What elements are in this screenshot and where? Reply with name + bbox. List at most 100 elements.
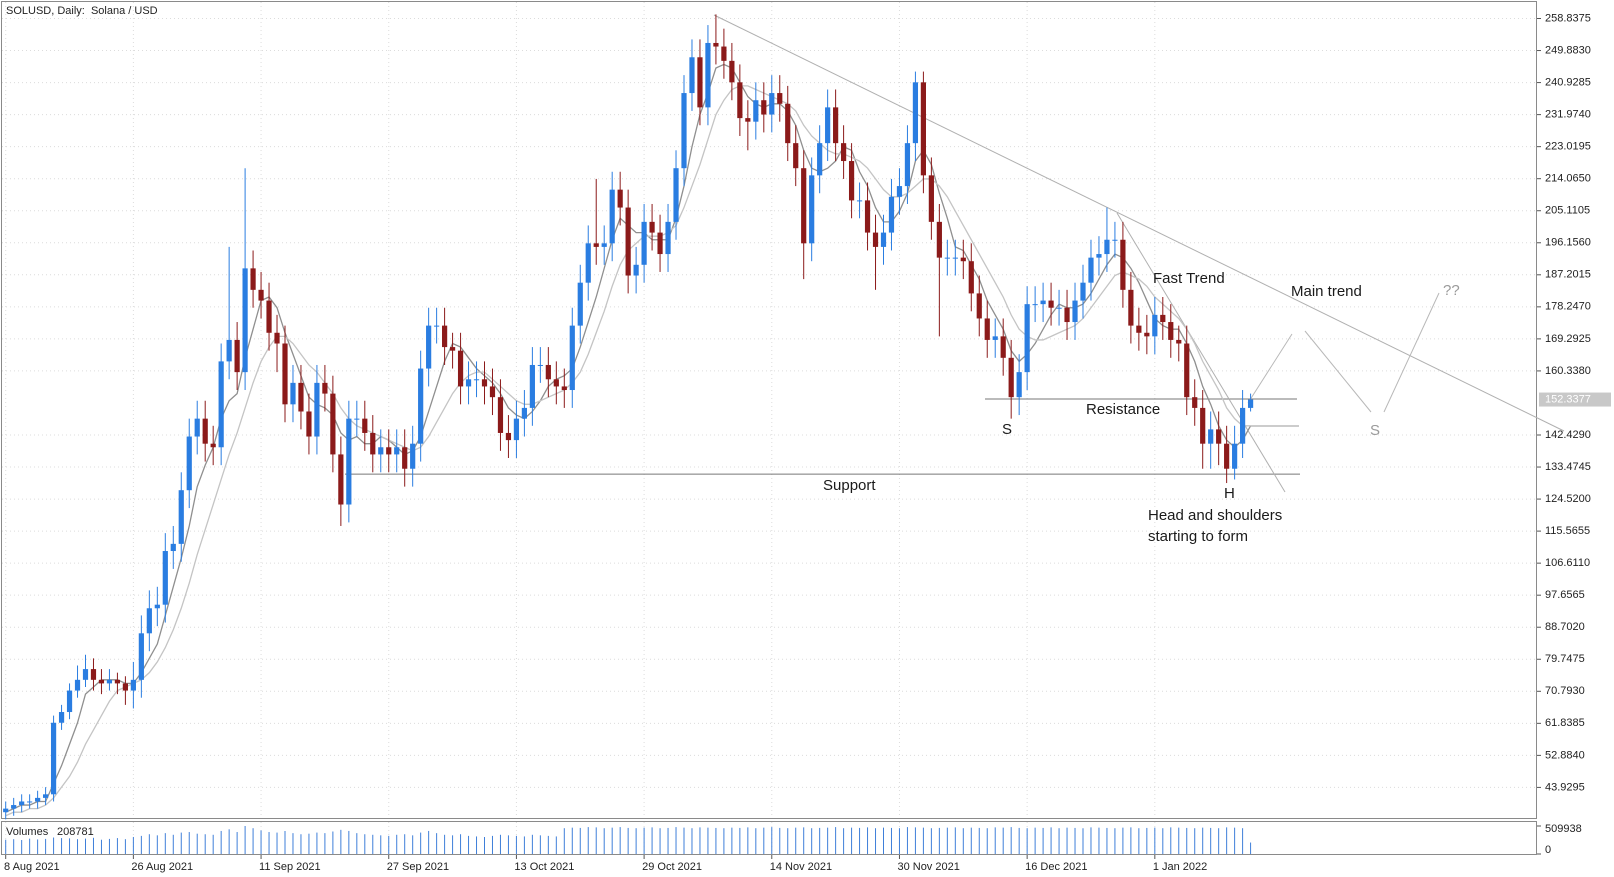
candle-body bbox=[801, 168, 807, 244]
price-label-box bbox=[1539, 392, 1611, 407]
candle-body bbox=[322, 382, 328, 394]
y-tick-label: 43.9295 bbox=[1545, 781, 1585, 793]
candle-body bbox=[673, 168, 679, 222]
candle-body bbox=[473, 379, 480, 381]
candle-body bbox=[106, 679, 113, 684]
trend-line bbox=[1304, 330, 1372, 413]
candle-body bbox=[154, 604, 160, 609]
candle-body bbox=[912, 82, 919, 144]
volume-current: 208781 bbox=[57, 826, 94, 838]
candle-body bbox=[1104, 239, 1110, 255]
x-tick-label: 26 Aug 2021 bbox=[131, 861, 193, 873]
candle-body bbox=[1224, 443, 1230, 469]
candle-body bbox=[19, 801, 25, 806]
candle-body bbox=[721, 46, 727, 61]
candle-body bbox=[609, 189, 615, 244]
candle-body bbox=[793, 143, 799, 169]
annotation: S bbox=[1002, 421, 1012, 438]
candle-body bbox=[338, 454, 344, 505]
candle-body bbox=[1160, 314, 1166, 323]
candle-body bbox=[90, 669, 97, 680]
candle-body bbox=[1168, 322, 1174, 340]
y-tick-label: 240.9285 bbox=[1545, 76, 1591, 88]
candle-body bbox=[378, 447, 384, 455]
candle-body bbox=[785, 103, 791, 144]
annotation: Resistance bbox=[1086, 401, 1160, 418]
candle-body bbox=[1080, 282, 1086, 301]
candle-body bbox=[753, 100, 759, 122]
y-tick-label: 258.8375 bbox=[1545, 12, 1591, 24]
candle-body bbox=[1064, 307, 1070, 323]
candle-body bbox=[1008, 357, 1014, 398]
candle-body bbox=[1240, 407, 1246, 444]
candle-body bbox=[665, 221, 671, 255]
candle-body bbox=[537, 364, 543, 366]
volume-tick-label: 0 bbox=[1545, 844, 1551, 856]
candle-body bbox=[1192, 397, 1198, 408]
candle-body bbox=[82, 669, 89, 680]
candle-body bbox=[1136, 325, 1142, 333]
candle-body bbox=[489, 386, 496, 398]
candle-body bbox=[210, 443, 216, 448]
candle-body bbox=[35, 797, 41, 802]
chart-title: SOLUSD, Daily: Solana / USD bbox=[6, 5, 158, 17]
candle-body bbox=[1056, 307, 1062, 309]
x-tick-label: 16 Dec 2021 bbox=[1025, 861, 1087, 873]
candle-body bbox=[362, 418, 368, 433]
candle-body bbox=[585, 243, 591, 283]
y-tick-label: 97.6565 bbox=[1545, 589, 1585, 601]
y-tick-label: 133.4745 bbox=[1545, 461, 1591, 473]
candle-body bbox=[242, 268, 248, 373]
candle-body bbox=[226, 339, 232, 362]
candle-body bbox=[825, 107, 831, 144]
candle-body bbox=[617, 189, 623, 208]
candle-body bbox=[960, 257, 966, 262]
x-tick-label: 29 Oct 2021 bbox=[642, 861, 702, 873]
x-tick-label: 8 Aug 2021 bbox=[4, 861, 60, 873]
candle-body bbox=[529, 364, 535, 408]
candle-body bbox=[1032, 304, 1038, 306]
candle-body bbox=[1072, 300, 1078, 323]
candle-body bbox=[186, 436, 192, 491]
candle-body bbox=[920, 82, 926, 176]
candle-body bbox=[737, 82, 743, 119]
y-tick-label: 249.8830 bbox=[1545, 44, 1591, 56]
annotation: ?? bbox=[1443, 282, 1460, 299]
y-tick-label: 214.0650 bbox=[1545, 173, 1591, 185]
candle-body bbox=[1128, 289, 1134, 326]
candle-body bbox=[3, 808, 9, 813]
candle-body bbox=[138, 633, 144, 680]
candle-body bbox=[1112, 239, 1118, 241]
candle-body bbox=[880, 232, 887, 247]
candle-body bbox=[697, 57, 703, 108]
candle-body bbox=[162, 551, 168, 605]
annotation: S bbox=[1370, 422, 1380, 439]
candle-body bbox=[394, 447, 400, 455]
candle-body bbox=[1096, 254, 1102, 258]
candle-body bbox=[904, 143, 911, 187]
candle-body bbox=[1144, 332, 1150, 337]
candle-body bbox=[194, 418, 200, 437]
candle-body bbox=[202, 418, 208, 444]
candle-body bbox=[497, 397, 504, 433]
y-tick-label: 205.1105 bbox=[1545, 205, 1590, 217]
trend-line bbox=[1247, 333, 1293, 404]
candle-body bbox=[130, 679, 136, 691]
candle-body bbox=[449, 347, 456, 351]
candle-body bbox=[282, 343, 288, 405]
candle-body bbox=[250, 268, 256, 290]
candle-body bbox=[178, 490, 184, 544]
main-pane-frame bbox=[1, 1, 1537, 819]
candle-body bbox=[657, 232, 663, 255]
candle-body bbox=[122, 683, 128, 691]
y-tick-label: 187.2015 bbox=[1545, 269, 1591, 281]
candle-body bbox=[1024, 304, 1030, 373]
candle-body bbox=[298, 382, 304, 412]
candle-body bbox=[601, 243, 607, 247]
candle-body bbox=[354, 418, 360, 420]
candle-body bbox=[98, 679, 105, 684]
candle-body bbox=[992, 336, 998, 340]
annotation: Support bbox=[823, 477, 876, 494]
candle-body bbox=[569, 325, 575, 391]
